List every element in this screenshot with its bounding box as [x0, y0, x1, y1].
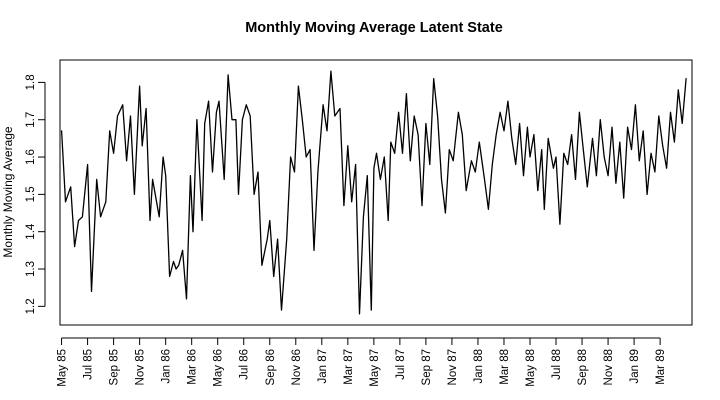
x-tick-label: Jan 88: [473, 349, 485, 384]
x-tick-label: Sep 85: [109, 349, 121, 385]
y-tick-label: 1.7: [25, 112, 37, 128]
y-tick-label: 1.4: [25, 223, 37, 240]
x-tick-label: May 86: [213, 349, 225, 387]
x-tick-label: Jul 87: [395, 349, 407, 380]
y-tick-label: 1.3: [25, 261, 37, 277]
x-tick-label: Nov 85: [135, 349, 147, 385]
x-tick-label: Sep 87: [421, 349, 433, 385]
x-tick-label: Jul 85: [83, 349, 95, 380]
x-tick-label: Mar 87: [343, 349, 355, 385]
x-tick-label: Jan 89: [629, 349, 641, 384]
x-axis: May 85 Jul 85 Sep 85 Nov 85 Jan 86 Mar 86 May …: [57, 338, 668, 387]
x-tick-label: Nov 87: [447, 349, 459, 385]
y-tick-label: 1.2: [25, 298, 37, 314]
x-tick-label: Jan 86: [161, 349, 173, 384]
x-tick-label: May 87: [369, 349, 381, 387]
x-tick-label: Mar 86: [187, 349, 199, 385]
series-group: [62, 71, 687, 314]
x-tick-label: May 88: [525, 349, 537, 387]
y-tick-label: 1.6: [25, 149, 37, 165]
y-tick-label: 1.8: [25, 74, 37, 90]
x-tick-label: Jan 87: [317, 349, 329, 384]
x-tick-label: Jul 88: [551, 349, 563, 380]
x-tick-label: Jul 86: [239, 349, 251, 380]
x-tick-label: Nov 88: [603, 349, 615, 385]
x-tick-label: Sep 88: [577, 349, 589, 385]
x-tick-label: Mar 88: [499, 349, 511, 385]
series-line: [62, 71, 687, 314]
y-tick-label: 1.5: [25, 186, 37, 202]
x-tick-label: Nov 86: [291, 349, 303, 385]
x-tick-label: Sep 86: [265, 349, 277, 385]
x-tick-label: Mar 89: [655, 349, 667, 385]
y-axis: 1.2 1.3 1.4 1.5 1.6 1.7 1.8: [25, 74, 45, 314]
x-tick-label: May 85: [57, 349, 69, 387]
